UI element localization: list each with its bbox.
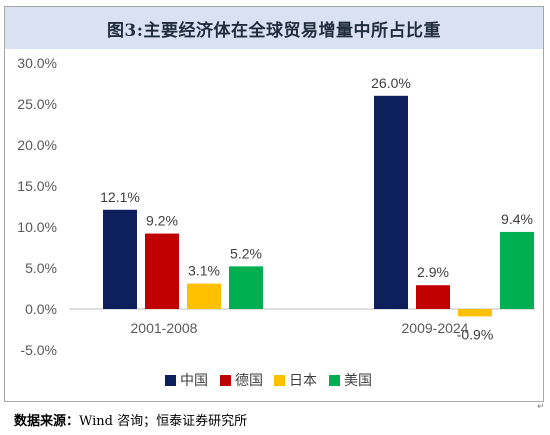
source-note: 数据来源：Wind 咨询；恒泰证券研究所 <box>14 410 247 429</box>
y-tick-label: 20.0% <box>17 137 57 153</box>
x-category-label: 2009-2024 <box>402 320 469 336</box>
legend-label: 美国 <box>344 372 372 388</box>
y-tick-label: 0.0% <box>25 301 57 317</box>
y-tick-label: -5.0% <box>20 342 57 358</box>
data-label: 9.4% <box>501 211 533 227</box>
data-label: 26.0% <box>371 75 411 91</box>
bar-美国-2009-2024 <box>500 231 534 309</box>
paragraph-mark: ↵ <box>537 402 545 412</box>
chart-frame: 图3:主要经济体在全球贸易增量中所占比重 30.0% 25.0% 20.0% 15.0… <box>4 6 544 402</box>
data-label: 3.1% <box>188 263 220 279</box>
data-label: 12.1% <box>100 189 140 205</box>
chart-title: 图3:主要经济体在全球贸易增量中所占比重 <box>106 20 442 41</box>
legend-swatch <box>274 375 285 386</box>
legend-swatch <box>329 375 340 386</box>
legend-label: 日本 <box>289 372 317 388</box>
legend-swatch <box>165 375 176 386</box>
x-category-label: 2001-2008 <box>131 320 198 336</box>
legend-swatch <box>220 375 231 386</box>
source-text: Wind 咨询；恒泰证券研究所 <box>79 414 248 429</box>
y-tick-label: 15.0% <box>17 178 57 194</box>
bar-美国-2001-2008 <box>229 266 263 309</box>
data-label: 9.2% <box>146 213 178 229</box>
y-tick-label: 10.0% <box>17 219 57 235</box>
bar-德国-2009-2024 <box>416 285 450 309</box>
y-tick-label: 30.0% <box>17 55 57 71</box>
data-label: 5.2% <box>230 245 262 261</box>
y-tick-label: 25.0% <box>17 96 57 112</box>
data-label: -0.9% <box>457 326 494 342</box>
bar-中国-2009-2024 <box>374 95 408 309</box>
bar-日本-2009-2024 <box>458 309 492 317</box>
y-tick-label: 5.0% <box>25 260 57 276</box>
chart-title-bar: 图3:主要经济体在全球贸易增量中所占比重 <box>5 7 543 49</box>
source-label: 数据来源： <box>14 414 80 429</box>
bar-日本-2001-2008 <box>187 283 221 309</box>
data-label: 2.9% <box>417 264 449 280</box>
legend-label: 德国 <box>235 372 263 388</box>
legend-label: 中国 <box>180 372 208 388</box>
bar-德国-2001-2008 <box>145 233 179 309</box>
chart-plot: 30.0% 25.0% 20.0% 15.0% 10.0% 5.0% 0.0% -5.0% 12… <box>17 55 535 388</box>
bar-中国-2001-2008 <box>103 209 137 309</box>
